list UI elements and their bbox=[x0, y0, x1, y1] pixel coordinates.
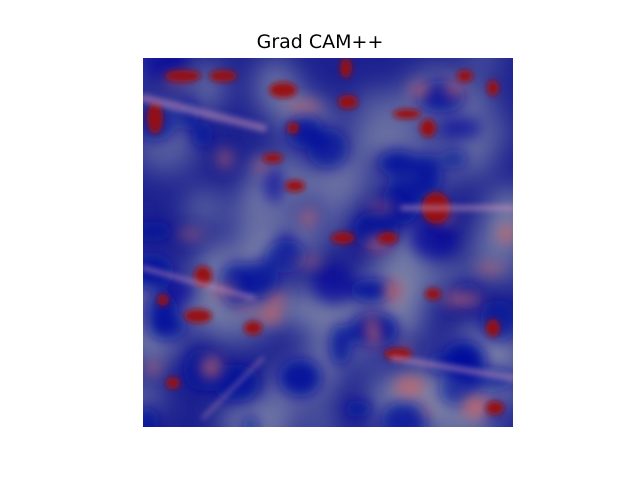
heatmap-low-patch bbox=[241, 261, 279, 298]
heatmap-medium-patch bbox=[411, 263, 475, 290]
heatmap-hot-spot bbox=[340, 58, 352, 78]
heatmap-tissue-streak bbox=[390, 355, 513, 381]
heatmap-hot-spot bbox=[157, 294, 169, 306]
heatmap-warm-patch bbox=[420, 404, 435, 416]
heatmap-hot-spot bbox=[425, 288, 441, 300]
heatmap-medium-patch bbox=[220, 397, 297, 427]
heatmap-low-patch bbox=[161, 276, 193, 308]
heatmap-low-patch bbox=[264, 240, 308, 273]
heatmap-low-patch bbox=[278, 358, 323, 398]
heatmap-warm-patch bbox=[443, 80, 465, 99]
heatmap-low-patch bbox=[349, 278, 395, 303]
heatmap-low-patch bbox=[241, 415, 260, 427]
heatmap-warm-patch bbox=[384, 279, 402, 303]
heatmap-tissue-streak bbox=[201, 356, 265, 420]
heatmap-overlay bbox=[143, 58, 513, 427]
heatmap-medium-patch bbox=[306, 405, 335, 427]
heatmap-warm-patch bbox=[363, 313, 380, 336]
heatmap-warm-patch bbox=[267, 293, 287, 306]
heatmap-low-patch bbox=[312, 265, 354, 304]
heatmap-low-patch bbox=[381, 401, 428, 427]
heatmap-hot-spot bbox=[209, 70, 237, 82]
heatmap-low-patch bbox=[409, 220, 457, 259]
heatmap-warm-patch bbox=[232, 303, 258, 312]
heatmap-low-patch bbox=[412, 152, 443, 198]
heatmap-low-patch bbox=[192, 121, 213, 149]
gradcam-heatmap-image bbox=[143, 58, 513, 427]
heatmap-hot-spot bbox=[487, 80, 499, 96]
heatmap-warm-patch bbox=[258, 307, 283, 323]
heatmap-hot-spot bbox=[285, 180, 305, 192]
heatmap-medium-patch bbox=[314, 183, 349, 244]
heatmap-hot-spot bbox=[393, 109, 421, 119]
heatmap-low-patch bbox=[143, 221, 173, 242]
heatmap-tissue-streak bbox=[143, 94, 267, 132]
heatmap-warm-patch bbox=[177, 230, 204, 239]
heatmap-hot-spot bbox=[166, 377, 180, 389]
heatmap-warm-patch bbox=[253, 158, 268, 172]
heatmap-warm-patch bbox=[145, 362, 162, 375]
heatmap-warm-patch bbox=[301, 209, 315, 227]
heatmap-warm-patch bbox=[286, 101, 322, 111]
heatmap-low-patch bbox=[383, 177, 422, 225]
heatmap-warm-patch bbox=[496, 225, 513, 243]
heatmap-warm-patch bbox=[475, 263, 505, 275]
heatmap-medium-patch bbox=[342, 125, 397, 157]
heatmap-tissue-streak-layer bbox=[143, 94, 513, 420]
heatmap-low-patch bbox=[378, 150, 420, 177]
heatmap-hot-spot bbox=[147, 102, 163, 134]
heatmap-warm-patch bbox=[368, 202, 398, 212]
heatmap-warm-patch bbox=[462, 396, 488, 418]
heatmap-low-patch bbox=[143, 406, 159, 427]
heatmap-hot-spot bbox=[244, 321, 262, 335]
heatmap-hot-spot bbox=[457, 70, 473, 82]
heatmap-hot-spot bbox=[263, 153, 283, 163]
heatmap-low-patch bbox=[262, 167, 286, 204]
heatmap-warm-patch bbox=[200, 355, 222, 380]
heatmap-low-patch bbox=[344, 400, 372, 418]
heatmap-medium-patch bbox=[184, 189, 224, 226]
heatmap-warm-patch bbox=[410, 83, 431, 98]
heatmap-hot-spot bbox=[378, 232, 398, 244]
heatmap-warm-patch bbox=[216, 148, 233, 169]
heatmap-low-patch bbox=[147, 311, 187, 341]
heatmap-low-patch bbox=[440, 149, 468, 170]
heatmap-hot-spot bbox=[165, 70, 201, 82]
heatmap-hot-spot bbox=[287, 122, 299, 134]
heatmap-medium-patch bbox=[468, 58, 500, 78]
heatmap-warm-patch bbox=[293, 256, 324, 267]
heatmap-medium-patch bbox=[143, 383, 163, 413]
heatmap-low-patch bbox=[439, 117, 482, 139]
figure-title: Grad CAM++ bbox=[256, 31, 384, 53]
heatmap-hot-spot bbox=[331, 232, 355, 244]
heatmap-low-patch bbox=[329, 323, 353, 366]
heatmap-tissue-streak bbox=[143, 265, 256, 301]
heatmap-hot-spot bbox=[269, 82, 297, 98]
heatmap-warm-patch bbox=[394, 376, 425, 396]
heatmap-hot-spot bbox=[184, 309, 212, 323]
heatmap-hot-spot bbox=[486, 401, 504, 415]
heatmap-hot-spot bbox=[486, 319, 500, 337]
heatmap-hot-spot bbox=[420, 119, 436, 137]
heatmap-hot-spot bbox=[338, 95, 358, 109]
heatmap-warm-patch bbox=[442, 292, 482, 306]
